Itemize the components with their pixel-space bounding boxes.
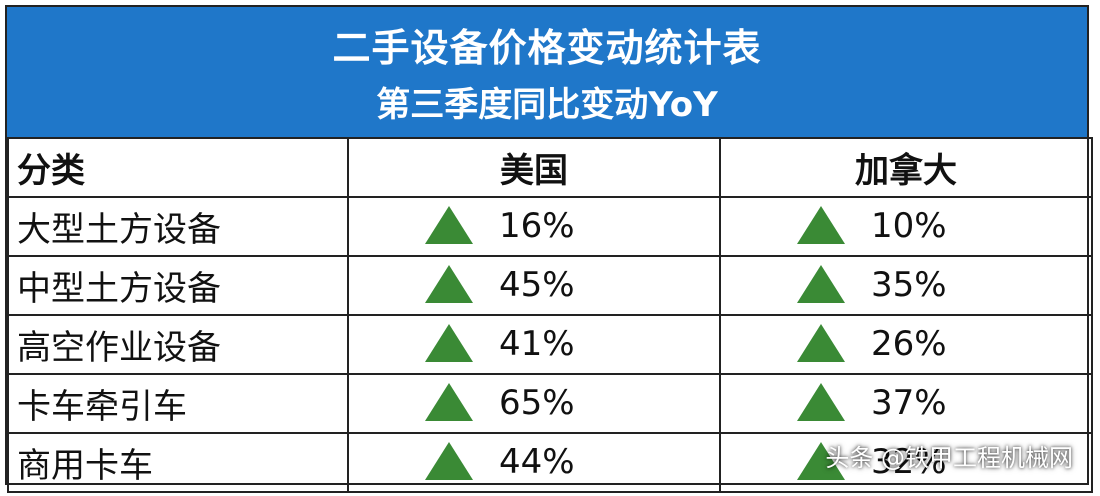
us-value: 41% xyxy=(499,324,575,364)
header-row: 分类 美国 加拿大 xyxy=(7,137,1093,198)
us-value: 45% xyxy=(499,265,575,305)
table-row: 中型土方设备 45% 35% xyxy=(7,255,1093,316)
ca-value: 32% xyxy=(871,442,947,482)
us-value-cell: 65% xyxy=(347,373,721,434)
ca-value-cell: 32% xyxy=(719,432,1093,493)
table-row: 高空作业设备 41% 26% xyxy=(7,314,1093,375)
up-triangle-icon xyxy=(425,206,473,244)
up-triangle-icon xyxy=(797,442,845,480)
up-triangle-icon xyxy=(425,442,473,480)
stats-table-frame: 二手设备价格变动统计表 第三季度同比变动YoY 分类 美国 加拿大 大型土方设备… xyxy=(5,5,1093,493)
us-value-cell: 16% xyxy=(347,196,721,257)
row-category: 商用卡车 xyxy=(7,432,349,493)
table-row: 卡车牵引车 65% 37% xyxy=(7,373,1093,434)
ca-value-cell: 37% xyxy=(719,373,1093,434)
table-row: 商用卡车 44% 32% xyxy=(7,432,1093,493)
title-band: 二手设备价格变动统计表 第三季度同比变动YoY xyxy=(7,7,1087,137)
ca-value: 10% xyxy=(871,206,947,246)
up-triangle-icon xyxy=(425,265,473,303)
watermark: 头条 @铁甲工程机械网 xyxy=(825,444,1073,472)
ca-value-cell: 10% xyxy=(719,196,1093,257)
ca-value: 26% xyxy=(871,324,947,364)
up-triangle-icon xyxy=(425,324,473,362)
data-table: 分类 美国 加拿大 大型土方设备 16% 10% 中型土方设备 45% 35% … xyxy=(7,137,1093,493)
up-triangle-icon xyxy=(797,206,845,244)
us-value-cell: 45% xyxy=(347,255,721,316)
us-value: 16% xyxy=(499,206,575,246)
ca-value: 35% xyxy=(871,265,947,305)
up-triangle-icon xyxy=(797,324,845,362)
up-triangle-icon xyxy=(425,383,473,421)
row-category: 高空作业设备 xyxy=(7,314,349,375)
ca-value-cell: 26% xyxy=(719,314,1093,375)
column-header-canada: 加拿大 xyxy=(719,137,1093,198)
us-value: 65% xyxy=(499,383,575,423)
column-header-category: 分类 xyxy=(7,137,349,198)
table-title: 二手设备价格变动统计表 xyxy=(332,26,762,70)
up-triangle-icon xyxy=(797,383,845,421)
row-category: 中型土方设备 xyxy=(7,255,349,316)
table-subtitle: 第三季度同比变动YoY xyxy=(376,85,718,125)
us-value-cell: 41% xyxy=(347,314,721,375)
row-category: 大型土方设备 xyxy=(7,196,349,257)
us-value-cell: 44% xyxy=(347,432,721,493)
row-category: 卡车牵引车 xyxy=(7,373,349,434)
us-value: 44% xyxy=(499,442,575,482)
table-row: 大型土方设备 16% 10% xyxy=(7,196,1093,257)
ca-value: 37% xyxy=(871,383,947,423)
ca-value-cell: 35% xyxy=(719,255,1093,316)
column-header-us: 美国 xyxy=(347,137,721,198)
up-triangle-icon xyxy=(797,265,845,303)
